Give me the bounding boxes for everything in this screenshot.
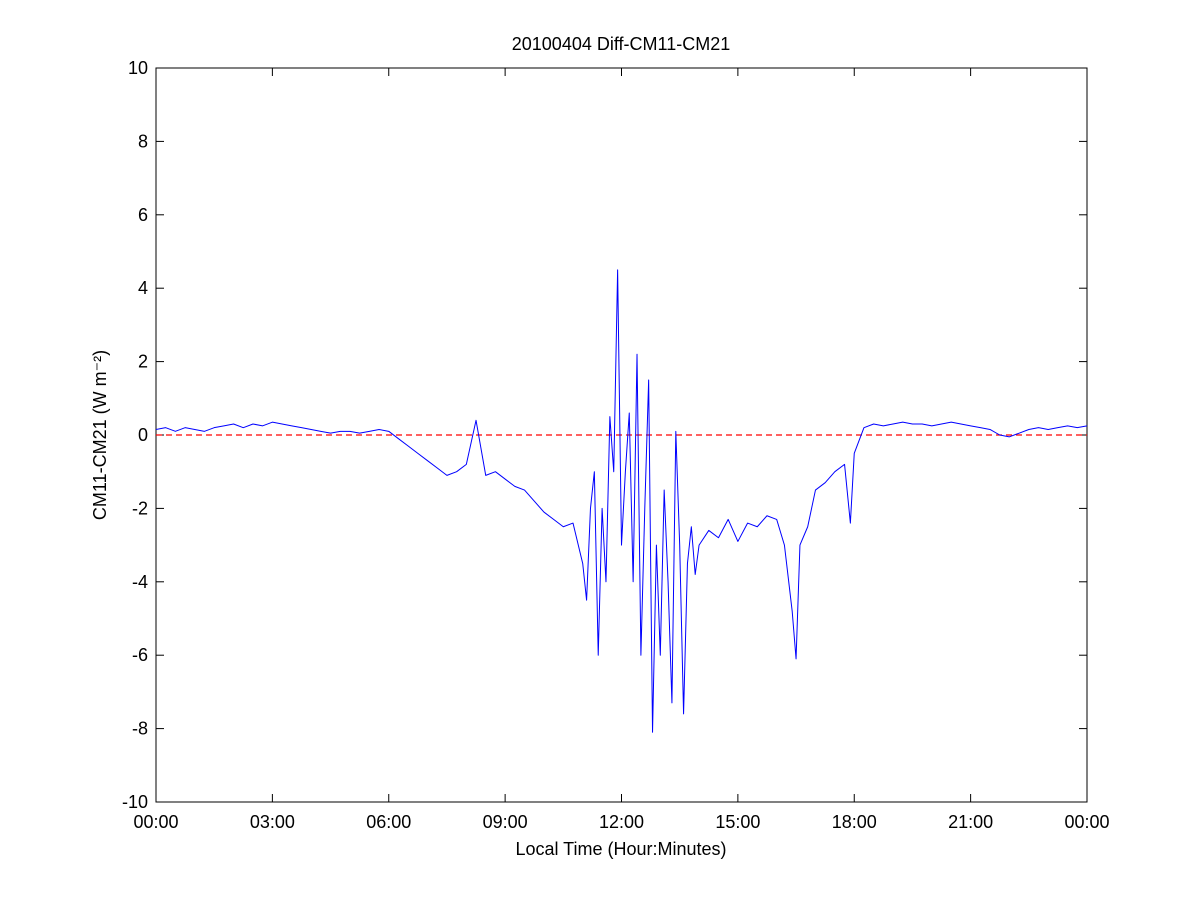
y-tick-label: -4 <box>132 572 148 592</box>
x-tick-label: 00:00 <box>133 812 178 832</box>
y-tick-label: -2 <box>132 498 148 518</box>
chart-title: 20100404 Diff-CM11-CM21 <box>512 34 730 54</box>
x-tick-label: 15:00 <box>715 812 760 832</box>
y-tick-label: 10 <box>128 58 148 78</box>
x-tick-label: 03:00 <box>250 812 295 832</box>
y-axis-label: CM11-CM21 (W m⁻²) <box>90 350 110 520</box>
y-tick-label: 0 <box>138 425 148 445</box>
x-axis-label: Local Time (Hour:Minutes) <box>515 839 726 859</box>
y-tick-label: 6 <box>138 205 148 225</box>
x-tick-label: 06:00 <box>366 812 411 832</box>
x-tick-label: 18:00 <box>832 812 877 832</box>
y-tick-label: -6 <box>132 645 148 665</box>
x-tick-label: 21:00 <box>948 812 993 832</box>
y-tick-label: -10 <box>122 792 148 812</box>
y-tick-label: 8 <box>138 131 148 151</box>
x-tick-label: 12:00 <box>599 812 644 832</box>
y-tick-label: 4 <box>138 278 148 298</box>
x-tick-label: 00:00 <box>1064 812 1109 832</box>
x-tick-label: 09:00 <box>483 812 528 832</box>
y-tick-label: 2 <box>138 352 148 372</box>
data-line <box>155 269 1088 733</box>
y-tick-label: -8 <box>132 719 148 739</box>
